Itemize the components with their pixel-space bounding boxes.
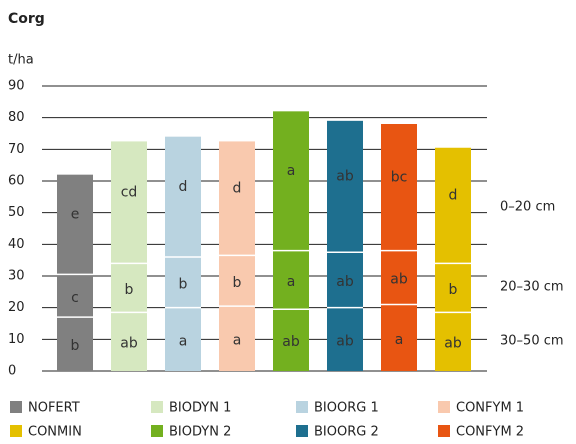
bar-segment: [57, 274, 93, 318]
bar-segment: [381, 250, 417, 305]
bar-segment: [273, 111, 309, 251]
bar-segment: [381, 124, 417, 251]
segment-label: cd: [121, 184, 138, 200]
depth-label: 0–20 cm: [500, 200, 555, 215]
bar-segment: [435, 263, 471, 313]
y-tick-label: 40: [8, 237, 25, 252]
y-tick-label: 20: [8, 300, 25, 315]
legend-label: BIODYN 1: [169, 401, 231, 416]
bar-segment: [57, 174, 93, 275]
bar-segment: [435, 147, 471, 264]
segment-label: a: [287, 163, 296, 179]
y-tick-label: 80: [8, 110, 25, 125]
bar-segment: [327, 307, 363, 371]
bar-segment: [111, 141, 147, 264]
segment-label: ab: [336, 169, 354, 185]
legend-label: CONFYM 1: [456, 401, 524, 416]
y-axis-label: t/ha: [8, 53, 34, 68]
legend-swatch: [438, 401, 450, 413]
segment-label: b: [125, 282, 134, 298]
segment-label: a: [287, 274, 296, 290]
y-tick-label: 60: [8, 174, 25, 189]
bar-segment: [219, 141, 255, 256]
segment-label: ab: [390, 272, 408, 288]
bar-segment: [327, 252, 363, 308]
segment-label: d: [449, 188, 458, 204]
legend-swatch: [296, 401, 308, 413]
segment-label: a: [233, 333, 242, 349]
legend-swatch: [10, 425, 22, 437]
y-tick-label: 30: [8, 269, 25, 284]
segment-label: ab: [336, 333, 354, 349]
bar-segment: [165, 307, 201, 371]
depth-label: 20–30 cm: [500, 280, 564, 295]
segment-label: b: [71, 338, 80, 354]
bar-segment: [327, 120, 363, 253]
segment-label: a: [395, 332, 404, 348]
segment-label: c: [71, 290, 79, 306]
y-tick-label: 0: [8, 364, 16, 379]
bar-segment: [219, 255, 255, 307]
legend-label: BIOORG 1: [314, 401, 379, 416]
legend-swatch: [151, 425, 163, 437]
bar-segment: [435, 312, 471, 371]
legend-label: NOFERT: [28, 401, 80, 416]
bar-segment: [273, 250, 309, 310]
bar-segment: [165, 136, 201, 257]
legend-label: CONMIN: [28, 425, 82, 440]
segment-label: ab: [336, 274, 354, 290]
legend-swatch: [10, 401, 22, 413]
depth-label: 30–50 cm: [500, 334, 564, 349]
legend-swatch: [296, 425, 308, 437]
legend-label: BIODYN 2: [169, 425, 231, 440]
bar-segment: [111, 263, 147, 313]
segment-label: ab: [444, 336, 462, 352]
legend-swatch: [151, 401, 163, 413]
bar-segment: [381, 304, 417, 371]
segment-label: a: [179, 333, 188, 349]
segment-label: ab: [282, 334, 300, 350]
bar-segment: [111, 312, 147, 371]
segment-label: d: [179, 179, 188, 195]
segment-label: d: [233, 180, 242, 196]
segment-label: b: [233, 275, 242, 291]
segment-label: e: [71, 207, 80, 223]
bar-segment: [273, 309, 309, 371]
legend-label: BIOORG 2: [314, 425, 379, 440]
bar-segment: [57, 317, 93, 371]
legend-label: CONFYM 2: [456, 425, 524, 440]
legend-swatch: [438, 425, 450, 437]
y-tick-label: 50: [8, 205, 25, 220]
bar-segment: [219, 306, 255, 371]
segment-label: bc: [391, 169, 408, 185]
segment-label: b: [449, 282, 458, 298]
y-tick-label: 90: [8, 79, 25, 94]
bar-segment: [165, 257, 201, 308]
segment-label: b: [179, 276, 188, 292]
chart-title: Corg: [8, 11, 45, 27]
y-tick-label: 70: [8, 142, 25, 157]
y-tick-label: 10: [8, 332, 25, 347]
segment-label: ab: [120, 336, 138, 352]
